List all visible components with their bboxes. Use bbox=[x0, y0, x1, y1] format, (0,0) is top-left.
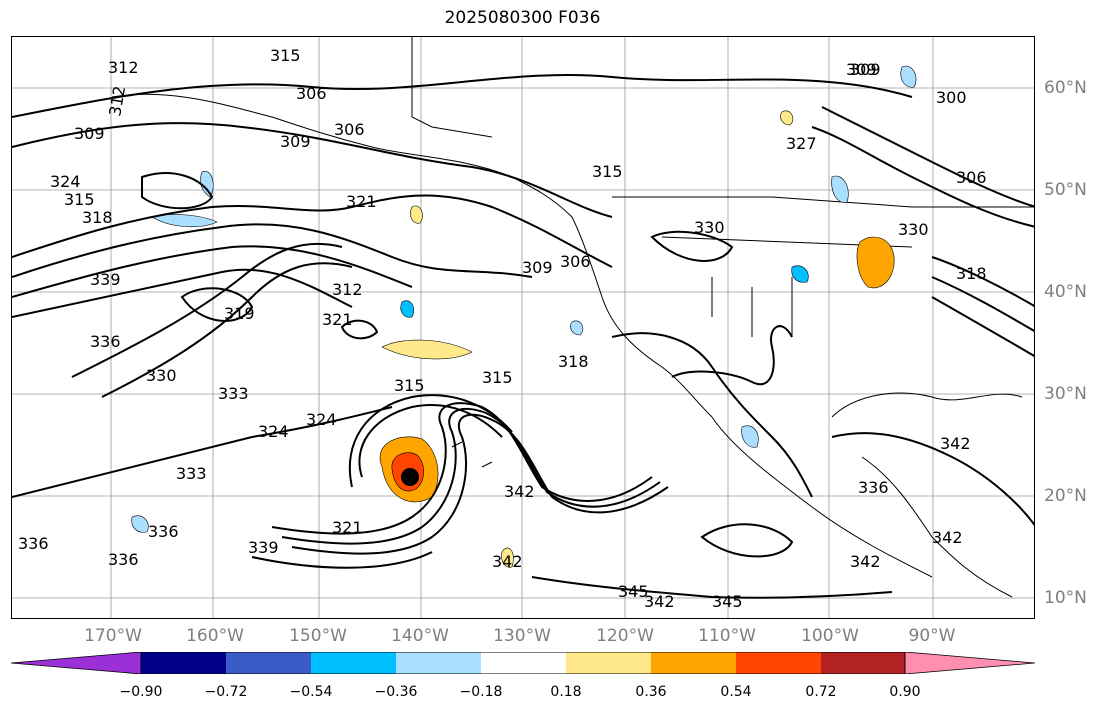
lat-label-40n: 40°N bbox=[1044, 282, 1087, 302]
contour-label: 342 bbox=[492, 552, 523, 571]
lat-label-50n: 50°N bbox=[1044, 180, 1087, 200]
contour-label: 327 bbox=[786, 134, 817, 153]
lon-label-100w: 100°W bbox=[801, 626, 859, 646]
contour-label: 342 bbox=[940, 434, 971, 453]
contour-label: 318 bbox=[82, 208, 113, 227]
lon-label-170w: 170°W bbox=[84, 626, 142, 646]
lon-label-90w: 90°W bbox=[908, 626, 956, 646]
contour-label: 309 bbox=[280, 132, 311, 151]
lon-label-150w: 150°W bbox=[289, 626, 347, 646]
lat-label-30n: 30°N bbox=[1044, 384, 1087, 404]
contour-label: 330 bbox=[146, 366, 177, 385]
contour-label: 319 bbox=[224, 304, 255, 323]
map-title: 2025080300 F036 bbox=[444, 8, 601, 28]
contour-label: 321 bbox=[346, 192, 377, 211]
colorbar-segment bbox=[566, 652, 651, 674]
colorbar-segment bbox=[481, 652, 566, 674]
contour-label: 306 bbox=[334, 120, 365, 139]
lat-label-60n: 60°N bbox=[1044, 78, 1087, 98]
colorbar-tick: −0.54 bbox=[289, 684, 333, 700]
contour-label: 324 bbox=[258, 422, 289, 441]
colorbar-segment bbox=[904, 652, 1035, 674]
lon-label-160w: 160°W bbox=[186, 626, 244, 646]
colorbar bbox=[11, 652, 1035, 674]
colorbar-tick: 0.36 bbox=[635, 684, 667, 700]
contour-label: 339 bbox=[248, 538, 279, 557]
contour-label: 309 bbox=[846, 60, 877, 79]
contour-label: 324 bbox=[50, 172, 81, 191]
lon-label-120w: 120°W bbox=[596, 626, 654, 646]
lon-label-130w: 130°W bbox=[493, 626, 551, 646]
colorbar-segment bbox=[11, 652, 142, 674]
contour-label: 336 bbox=[18, 534, 49, 553]
contour-label: 318 bbox=[558, 352, 589, 371]
storm-center-marker bbox=[401, 468, 419, 486]
contour-label: 312 bbox=[332, 280, 363, 299]
contour-label: 345 bbox=[712, 592, 743, 611]
contour-label: 306 bbox=[560, 252, 591, 271]
colorbar-segment bbox=[651, 652, 736, 674]
contour-label: 342 bbox=[504, 482, 535, 501]
contour-label: 342 bbox=[644, 592, 675, 611]
colorbar-tick: −0.18 bbox=[459, 684, 503, 700]
colorbar-tick: 0.54 bbox=[720, 684, 752, 700]
contour-label: 330 bbox=[694, 218, 725, 237]
colorbar-segment bbox=[821, 652, 905, 674]
contour-label: 330 bbox=[898, 220, 929, 239]
contour-label: 345 bbox=[618, 582, 649, 601]
colorbar-segment bbox=[396, 652, 481, 674]
contour-label: 312 bbox=[105, 84, 129, 117]
contour-label: 321 bbox=[332, 518, 363, 537]
contour-label: 336 bbox=[90, 332, 121, 351]
height-contours bbox=[12, 73, 1034, 599]
colorbar-tick: −0.36 bbox=[374, 684, 418, 700]
lat-label-10n: 10°N bbox=[1044, 588, 1087, 608]
colorbar-tick: −0.72 bbox=[204, 684, 248, 700]
contour-label: 300 bbox=[936, 88, 967, 107]
contour-label: 333 bbox=[176, 464, 207, 483]
map-panel: 312 315 306 309 312 309 306 309 324 315 … bbox=[11, 36, 1035, 619]
colorbar-segment bbox=[141, 652, 226, 674]
contour-label: 336 bbox=[858, 478, 889, 497]
contour-label: 309 bbox=[74, 124, 105, 143]
colorbar-tick: 0.18 bbox=[550, 684, 582, 700]
contour-label: 315 bbox=[482, 368, 513, 387]
contour-label: 306 bbox=[296, 84, 327, 103]
lon-label-140w: 140°W bbox=[391, 626, 449, 646]
lon-label-110w: 110°W bbox=[698, 626, 756, 646]
contour-label: 315 bbox=[592, 162, 623, 181]
contour-label: 342 bbox=[850, 552, 881, 571]
map-canvas: 312 315 306 309 312 309 306 309 324 315 … bbox=[12, 37, 1034, 618]
lat-label-20n: 20°N bbox=[1044, 486, 1087, 506]
contour-label: 336 bbox=[108, 550, 139, 569]
contour-label: 306 bbox=[956, 168, 987, 187]
contour-label: 315 bbox=[270, 46, 301, 65]
contour-label: 309 bbox=[850, 60, 881, 79]
contour-label: 318 bbox=[956, 264, 987, 283]
contour-label: 333 bbox=[218, 384, 249, 403]
contour-label: 336 bbox=[148, 522, 179, 541]
colorbar-segment bbox=[226, 652, 311, 674]
contour-labels: 312 315 306 309 312 309 306 309 324 315 … bbox=[18, 46, 987, 611]
contour-label: 315 bbox=[64, 190, 95, 209]
colorbar-tick: −0.90 bbox=[119, 684, 163, 700]
contour-label: 321 bbox=[322, 310, 353, 329]
contour-label: 339 bbox=[90, 270, 121, 289]
contour-label: 312 bbox=[108, 58, 139, 77]
contour-label: 315 bbox=[394, 376, 425, 395]
contour-label: 342 bbox=[932, 528, 963, 547]
graticule bbox=[12, 37, 1034, 618]
contour-label: 324 bbox=[306, 410, 337, 429]
colorbar-tick: 0.72 bbox=[805, 684, 837, 700]
colorbar-segment bbox=[736, 652, 821, 674]
colorbar-segment bbox=[311, 652, 396, 674]
colorbar-tick: 0.90 bbox=[889, 684, 921, 700]
contour-label: 309 bbox=[522, 258, 553, 277]
